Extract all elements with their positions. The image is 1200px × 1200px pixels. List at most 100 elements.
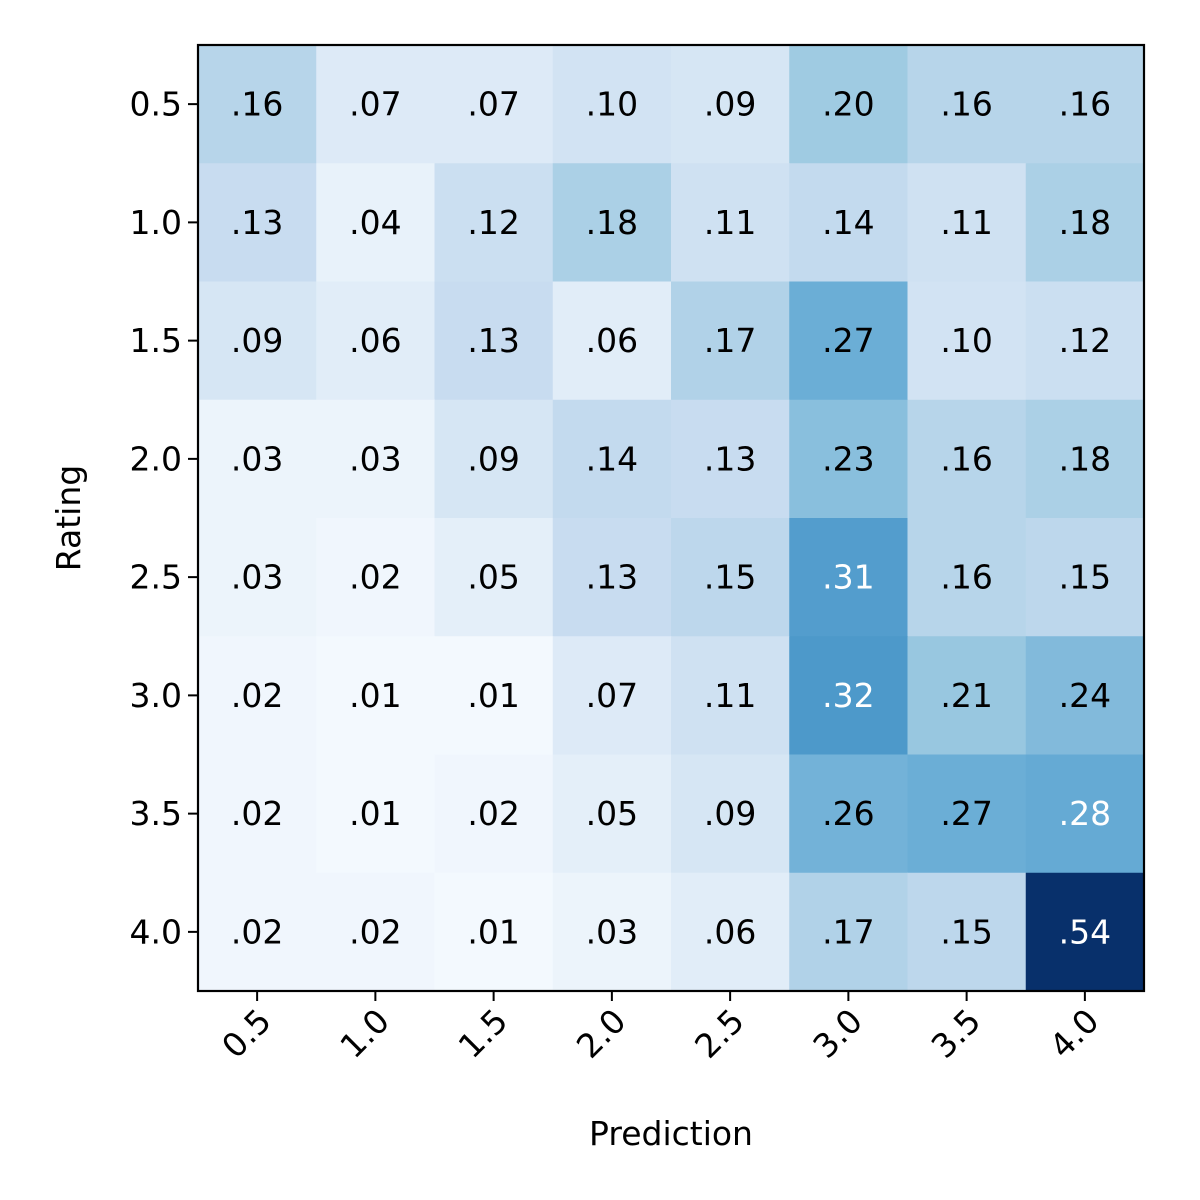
heatmap-cell-r5-c5 bbox=[789, 636, 908, 755]
heatmap-cell-r4-c4 bbox=[671, 518, 790, 637]
x-tick-label: 2.5 bbox=[687, 1001, 752, 1066]
heatmap-cell-label-r6-c6: .27 bbox=[940, 794, 992, 833]
y-axis-title: Rating bbox=[49, 465, 88, 571]
heatmap-cell-r7-c5 bbox=[789, 872, 908, 992]
heatmap-cell-label-r3-c1: .03 bbox=[349, 439, 401, 478]
heatmap-cell-label-r6-c7: .28 bbox=[1059, 794, 1111, 833]
heatmap-cell-label-r7-c6: .15 bbox=[940, 912, 992, 951]
heatmap-cell-label-r1-c0: .13 bbox=[231, 203, 283, 242]
heatmap-cell-label-r3-c7: .18 bbox=[1059, 439, 1111, 478]
heatmap-cell-r1-c0 bbox=[198, 163, 317, 282]
heatmap-cell-label-r1-c7: .18 bbox=[1059, 203, 1111, 242]
heatmap-cell-label-r2-c2: .13 bbox=[467, 321, 519, 360]
heatmap-cell-label-r4-c4: .15 bbox=[704, 558, 756, 597]
heatmap-cell-r2-c0 bbox=[198, 281, 317, 401]
heatmap-cell-label-r3-c3: .14 bbox=[586, 439, 638, 478]
heatmap-cell-label-r7-c7: .54 bbox=[1059, 912, 1111, 951]
heatmap-cell-r4-c1 bbox=[316, 518, 435, 637]
heatmap-cell-r6-c7 bbox=[1025, 754, 1145, 874]
heatmap-cell-r7-c2 bbox=[434, 872, 554, 992]
y-tick-label: 1.5 bbox=[130, 321, 182, 360]
heatmap-cell-label-r0-c0: .16 bbox=[231, 85, 283, 124]
heatmap-cell-r1-c5 bbox=[789, 163, 908, 282]
heatmap-cell-label-r2-c3: .06 bbox=[586, 321, 638, 360]
heatmap-cell-r1-c1 bbox=[316, 163, 435, 282]
heatmap-cell-r0-c0 bbox=[198, 45, 317, 164]
heatmap-cell-label-r0-c1: .07 bbox=[349, 85, 401, 124]
heatmap-cell-r6-c4 bbox=[671, 754, 790, 874]
y-tick-label: 2.0 bbox=[130, 439, 182, 478]
x-tick-label: 2.0 bbox=[569, 1001, 634, 1066]
heatmap-cell-label-r4-c7: .15 bbox=[1059, 558, 1111, 597]
y-tick-label: 0.5 bbox=[130, 85, 182, 124]
heatmap-cell-r1-c3 bbox=[552, 163, 672, 282]
heatmap-cell-r1-c4 bbox=[671, 163, 790, 282]
heatmap-cell-r3-c0 bbox=[198, 399, 317, 519]
heatmap-cell-r5-c3 bbox=[552, 636, 672, 755]
heatmap-cell-label-r2-c1: .06 bbox=[349, 321, 401, 360]
heatmap-cell-r4-c6 bbox=[907, 518, 1027, 637]
heatmap-cell-label-r0-c6: .16 bbox=[940, 85, 992, 124]
heatmap-cell-label-r5-c6: .21 bbox=[940, 676, 992, 715]
heatmap-cell-label-r6-c5: .26 bbox=[822, 794, 874, 833]
y-tick-label: 3.5 bbox=[130, 794, 182, 833]
heatmap-cell-label-r5-c7: .24 bbox=[1059, 676, 1111, 715]
heatmap-cell-r7-c1 bbox=[316, 872, 435, 992]
heatmap-cell-r7-c7 bbox=[1025, 872, 1145, 992]
x-tick-label: 4.0 bbox=[1042, 1001, 1107, 1066]
heatmap-cell-label-r0-c7: .16 bbox=[1059, 85, 1111, 124]
heatmap-cell-r3-c6 bbox=[907, 399, 1027, 519]
heatmap-cell-label-r7-c0: .02 bbox=[231, 912, 283, 951]
heatmap-cell-labels: .16 .07 .07 .10 .09 .20 .16 .16 .13 .04 .12 .18 .11.… bbox=[231, 85, 1111, 952]
heatmap-cell-r3-c2 bbox=[434, 399, 554, 519]
heatmap-cell-label-r5-c3: .07 bbox=[586, 676, 638, 715]
x-tick-label: 1.0 bbox=[332, 1001, 397, 1066]
x-tick-label: 3.0 bbox=[805, 1001, 870, 1066]
heatmap-cell-label-r3-c5: .23 bbox=[822, 439, 874, 478]
heatmap-cell-label-r2-c0: .09 bbox=[231, 321, 283, 360]
heatmap-cell-label-r2-c4: .17 bbox=[704, 321, 756, 360]
heatmap-cells bbox=[198, 45, 1145, 992]
heatmap-cell-r7-c6 bbox=[907, 872, 1027, 992]
heatmap-cell-label-r1-c3: .18 bbox=[586, 203, 638, 242]
heatmap-cell-label-r3-c2: .09 bbox=[467, 439, 519, 478]
heatmap-cell-r0-c2 bbox=[434, 45, 554, 164]
heatmap-cell-label-r1-c1: .04 bbox=[349, 203, 401, 242]
y-tick-label: 3.0 bbox=[130, 676, 182, 715]
heatmap-cell-r4-c7 bbox=[1025, 518, 1145, 637]
heatmap-cell-label-r4-c2: .05 bbox=[467, 558, 519, 597]
y-tick-label: 4.0 bbox=[130, 912, 182, 951]
heatmap-cell-label-r2-c5: .27 bbox=[822, 321, 874, 360]
heatmap-cell-r2-c2 bbox=[434, 281, 554, 401]
heatmap-cell-label-r2-c7: .12 bbox=[1059, 321, 1111, 360]
heatmap-cell-r5-c0 bbox=[198, 636, 317, 755]
heatmap-cell-r5-c4 bbox=[671, 636, 790, 755]
heatmap-cell-label-r7-c4: .06 bbox=[704, 912, 756, 951]
heatmap-cell-label-r4-c6: .16 bbox=[940, 558, 992, 597]
heatmap-cell-r6-c0 bbox=[198, 754, 317, 874]
heatmap-cell-label-r1-c5: .14 bbox=[822, 203, 874, 242]
heatmap-cell-label-r0-c4: .09 bbox=[704, 85, 756, 124]
heatmap-cell-r6-c3 bbox=[552, 754, 672, 874]
y-axis-ticks: 0.5 1.0 1.5 2.0 2.5 3.0 3.5 4.0 bbox=[130, 85, 198, 951]
heatmap-cell-r3-c1 bbox=[316, 399, 435, 519]
heatmap-cell-label-r6-c0: .02 bbox=[231, 794, 283, 833]
heatmap-cell-r4-c5 bbox=[789, 518, 908, 637]
heatmap-cell-r5-c7 bbox=[1025, 636, 1145, 755]
heatmap-cell-label-r4-c0: .03 bbox=[231, 558, 283, 597]
x-tick-label: 0.5 bbox=[214, 1001, 279, 1066]
heatmap-cell-r2-c5 bbox=[789, 281, 908, 401]
heatmap-cell-r3-c3 bbox=[552, 399, 672, 519]
x-tick-label: 1.5 bbox=[451, 1001, 516, 1066]
heatmap-cell-r6-c5 bbox=[789, 754, 908, 874]
heatmap-cell-r2-c4 bbox=[671, 281, 790, 401]
heatmap-cell-r2-c7 bbox=[1025, 281, 1145, 401]
heatmap-cell-label-r2-c6: .10 bbox=[940, 321, 992, 360]
heatmap-cell-r6-c2 bbox=[434, 754, 554, 874]
heatmap-cell-label-r4-c1: .02 bbox=[349, 558, 401, 597]
x-tick-label: 3.5 bbox=[924, 1001, 989, 1066]
heatmap-cell-r7-c0 bbox=[198, 872, 317, 992]
heatmap-cell-r1-c7 bbox=[1025, 163, 1145, 282]
heatmap-cell-r3-c4 bbox=[671, 399, 790, 519]
heatmap-cell-r1-c2 bbox=[434, 163, 554, 282]
